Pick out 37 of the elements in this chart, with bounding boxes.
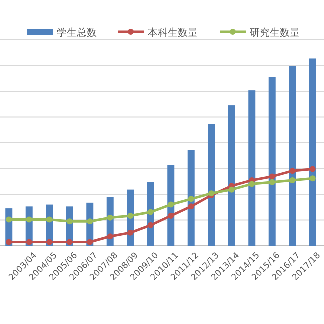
point — [168, 202, 174, 208]
point — [46, 216, 53, 223]
point — [269, 174, 276, 180]
point — [188, 196, 194, 202]
bar — [309, 58, 316, 246]
point — [310, 166, 316, 172]
point — [188, 204, 194, 210]
point — [107, 214, 114, 221]
point — [26, 239, 32, 246]
point — [310, 176, 316, 182]
point — [168, 213, 174, 220]
point — [269, 179, 276, 186]
point — [290, 168, 296, 174]
bar — [228, 106, 236, 246]
point — [228, 186, 235, 193]
bar — [289, 66, 296, 246]
point — [6, 239, 12, 246]
point — [66, 218, 73, 225]
point — [148, 222, 154, 228]
point — [128, 213, 134, 220]
point — [290, 177, 296, 184]
legend-label: 学生总数 — [57, 27, 97, 39]
point — [6, 216, 12, 223]
point — [128, 230, 134, 236]
point — [249, 181, 256, 188]
bar — [268, 77, 276, 246]
point — [87, 218, 94, 225]
point — [87, 239, 94, 246]
point — [107, 234, 114, 240]
bar — [208, 124, 216, 246]
point — [46, 239, 53, 246]
point — [148, 209, 154, 216]
point — [26, 216, 32, 223]
legend-label: 研究生数量 — [250, 27, 300, 39]
bar — [248, 90, 256, 246]
legend-label: 本科生数量 — [148, 27, 198, 39]
point — [66, 239, 73, 246]
